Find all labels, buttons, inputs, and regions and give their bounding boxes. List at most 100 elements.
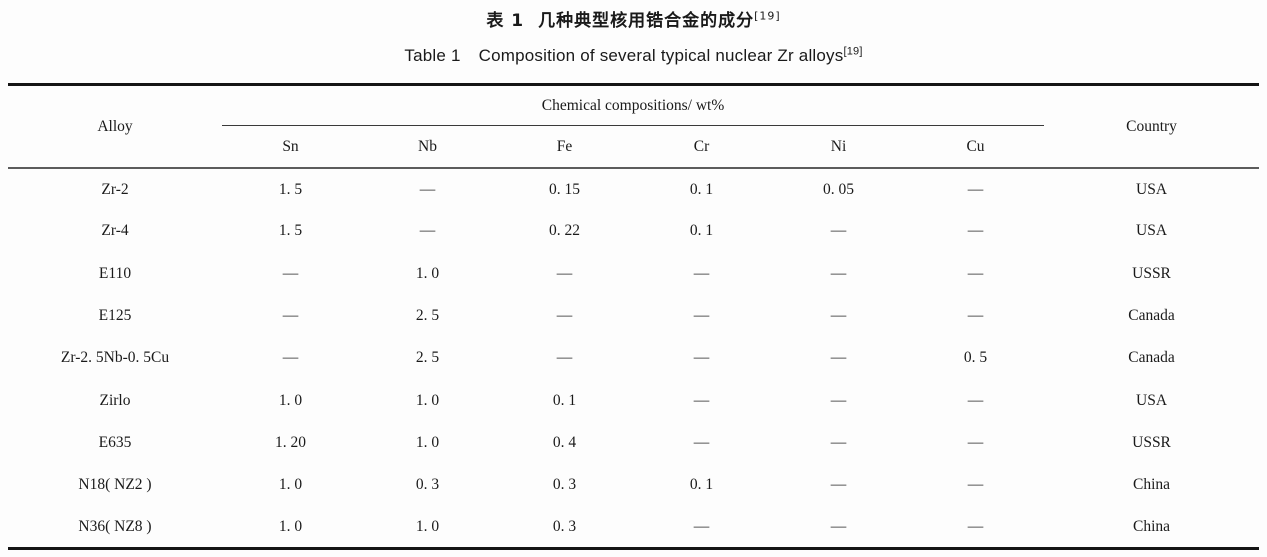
table-row: N36( NZ8 ) 1. 0 1. 0 0. 3 — — — China	[8, 506, 1259, 548]
cell-alloy: E110	[98, 264, 132, 282]
table-row: E635 1. 20 1. 0 0. 4 — — — USSR	[8, 422, 1259, 464]
cell-cr: —	[693, 391, 710, 409]
cell-sn: 1. 0	[278, 391, 303, 409]
cell-cu: —	[967, 433, 984, 451]
cell-country: Canada	[1128, 349, 1175, 367]
table-row: N18( NZ2 ) 1. 0 0. 3 0. 3 0. 1 — — China	[8, 464, 1259, 506]
cell-cu: —	[967, 307, 984, 325]
cell-cu: —	[967, 264, 984, 282]
header-group-row: Alloy Chemical compositions/ wt% Country	[8, 84, 1259, 135]
table-row: Zirlo 1. 0 1. 0 0. 1 — — — USA	[8, 379, 1259, 421]
cell-cu: —	[967, 517, 984, 535]
cell-ni: —	[830, 264, 847, 282]
cell-alloy: Zr-2	[101, 180, 129, 198]
cell-cr: 0. 1	[689, 476, 714, 494]
cell-cr: —	[693, 307, 710, 325]
cell-alloy: Zirlo	[99, 391, 131, 409]
cell-alloy: N18( NZ2 )	[78, 476, 152, 494]
cell-sn: —	[282, 264, 299, 282]
cell-fe: —	[556, 307, 573, 325]
column-group-header-compositions: Chemical compositions/ wt%	[222, 84, 1045, 126]
table-row: E110 — 1. 0 — — — — USSR	[8, 253, 1259, 295]
cell-fe: 0. 15	[549, 180, 580, 198]
cell-sn: —	[282, 349, 299, 367]
column-header-cu: Cu	[966, 137, 985, 155]
cell-nb: 2. 5	[415, 307, 440, 325]
cell-nb: 1. 0	[415, 391, 440, 409]
cell-country: USSR	[1132, 433, 1171, 451]
table-title-english-text: Composition of several typical nuclear Z…	[478, 46, 844, 65]
cell-ni: 0. 05	[823, 180, 854, 198]
cell-ni: —	[830, 307, 847, 325]
cell-fe: 0. 3	[552, 517, 577, 535]
column-header-sn: Sn	[282, 137, 299, 155]
cell-cr: —	[693, 264, 710, 282]
cell-ni: —	[830, 433, 847, 451]
cell-country: USA	[1136, 222, 1168, 240]
table-title-chinese-text: 几种典型核用锆合金的成分	[538, 11, 755, 31]
cell-nb: 2. 5	[415, 349, 440, 367]
column-header-nb: Nb	[418, 137, 437, 155]
cell-ni: —	[830, 517, 847, 535]
cell-nb: 0. 3	[415, 476, 440, 494]
citation-ref-english: [19]	[843, 45, 863, 58]
cell-cr: —	[693, 433, 710, 451]
table-header: Alloy Chemical compositions/ wt% Country…	[8, 84, 1260, 169]
cell-cu: —	[967, 222, 984, 240]
column-header-ni: Ni	[830, 137, 847, 155]
cell-cu: —	[967, 476, 984, 494]
table-body: Zr-2 1. 5 — 0. 15 0. 1 0. 05 — USA Zr-4 …	[8, 168, 1259, 549]
cell-nb: —	[419, 222, 436, 240]
cell-fe: 0. 4	[552, 433, 577, 451]
cell-fe: —	[556, 264, 573, 282]
header-elements-row: Sn Nb Fe Cr Ni Cu	[8, 126, 1259, 169]
cell-cu: —	[967, 180, 984, 198]
cell-alloy: Zr-4	[101, 222, 129, 240]
cell-nb: 1. 0	[415, 433, 440, 451]
cell-sn: 1. 5	[278, 180, 303, 198]
cell-fe: 0. 3	[552, 476, 577, 494]
cell-sn: 1. 20	[275, 433, 306, 451]
citation-ref-chinese: [19]	[754, 9, 781, 23]
cell-cr: 0. 1	[689, 222, 714, 240]
cell-fe: —	[556, 349, 573, 367]
cell-alloy: N36( NZ8 )	[78, 517, 152, 535]
cell-country: USA	[1136, 180, 1168, 198]
table-row: Zr-4 1. 5 — 0. 22 0. 1 — — USA	[8, 210, 1259, 252]
cell-cu: —	[967, 391, 984, 409]
cell-cr: —	[693, 517, 710, 535]
cell-sn: 1. 0	[278, 476, 303, 494]
table-title-chinese: 表 1 几种典型核用锆合金的成分[19]	[0, 6, 1267, 31]
cell-ni: —	[830, 349, 847, 367]
cell-alloy: E125	[98, 307, 132, 325]
cell-fe: 0. 22	[549, 222, 580, 240]
cell-nb: 1. 0	[415, 264, 440, 282]
column-header-country: Country	[1126, 117, 1177, 135]
cell-nb: 1. 0	[415, 517, 440, 535]
cell-country: USA	[1136, 391, 1168, 409]
table-row: E125 — 2. 5 — — — — Canada	[8, 295, 1259, 337]
cell-sn: 1. 5	[278, 222, 303, 240]
table-title-english-label: Table 1	[404, 46, 461, 65]
cell-cr: —	[693, 349, 710, 367]
cell-alloy: E635	[98, 433, 132, 451]
cell-sn: 1. 0	[278, 517, 303, 535]
cell-fe: 0. 1	[552, 391, 577, 409]
cell-cr: 0. 1	[689, 180, 714, 198]
cell-alloy: Zr-2. 5Nb-0. 5Cu	[60, 349, 170, 367]
cell-nb: —	[419, 180, 436, 198]
cell-ni: —	[830, 476, 847, 494]
cell-country: China	[1133, 517, 1171, 535]
cell-country: China	[1133, 476, 1171, 494]
column-header-alloy: Alloy	[97, 117, 133, 135]
alloy-composition-table: Alloy Chemical compositions/ wt% Country…	[8, 83, 1260, 551]
table-row: Zr-2 1. 5 — 0. 15 0. 1 0. 05 — USA	[8, 168, 1259, 210]
cell-country: Canada	[1128, 307, 1175, 325]
table-title-english: Table 1 Composition of several typical nu…	[0, 46, 1267, 66]
cell-country: USSR	[1132, 264, 1171, 282]
table-title-chinese-label: 表 1	[486, 11, 525, 31]
cell-ni: —	[830, 391, 847, 409]
cell-cu: 0. 5	[963, 349, 988, 367]
column-header-fe: Fe	[556, 137, 573, 155]
